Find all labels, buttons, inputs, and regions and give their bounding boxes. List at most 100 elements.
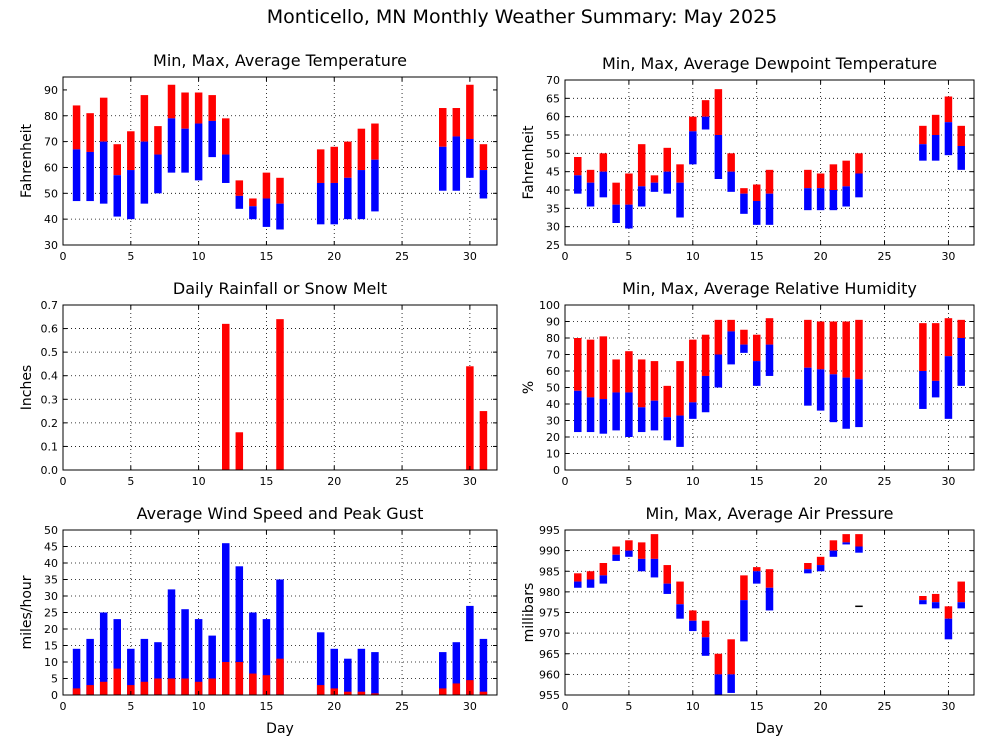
temperature-min-bar-day-9: [181, 128, 189, 173]
temperature-min-bar-day-8: [167, 118, 176, 173]
pressure-min-bar-day-21: [829, 550, 838, 557]
dewpoint-min-bar-day-14: [740, 193, 748, 214]
temperature-max-bar-day-30: [466, 84, 474, 140]
dewpoint-max-bar-day-14: [740, 188, 748, 194]
dewpoint-xtick-label-30: 30: [941, 250, 955, 263]
temperature-ytick-label-70: 70: [44, 136, 58, 149]
temperature-min-bar-day-15: [262, 198, 271, 227]
pressure-chart: Min, Max, Average Air Pressure 0 5 10 15 20 25…: [521, 504, 975, 737]
humidity-min-bar-day-23: [855, 379, 863, 428]
dewpoint-max-bar-day-13: [727, 153, 735, 172]
wind-ytick-label-30: 30: [44, 590, 58, 603]
pressure-min-bar-day-22: [842, 542, 850, 545]
humidity-ytick-label-70: 70: [546, 349, 560, 362]
dewpoint-max-bar-day-12: [714, 89, 723, 135]
humidity-min-bar-day-8: [663, 417, 671, 441]
pressure-min-bar-day-16: [765, 587, 774, 611]
dewpoint-plot-frame: [564, 79, 975, 246]
humidity-min-bar-day-3: [599, 399, 608, 434]
humidity-max-bar-day-12: [714, 319, 723, 355]
dewpoint-min-bar-day-6: [637, 186, 646, 207]
humidity-title: Min, Max, Average Relative Humidity: [622, 279, 917, 298]
temperature-xtick-label-5: 5: [127, 250, 134, 263]
wind-gust-bar-day-6: [140, 638, 149, 695]
pressure-max-bar-day-8: [663, 565, 671, 584]
pressure-max-bar-day-11: [701, 620, 710, 638]
dewpoint-min-bar-day-11: [701, 116, 710, 130]
pressure-xtick-label-20: 20: [814, 700, 828, 713]
wind-gust-bar-day-29: [452, 642, 461, 695]
dewpoint-ytick-label-35: 35: [546, 202, 560, 215]
temperature-max-bar-day-15: [262, 172, 271, 199]
dewpoint-max-bar-day-21: [829, 164, 838, 190]
wind-avg-bar-day-22: [357, 691, 366, 695]
wind-gust-bar-day-20: [330, 648, 338, 695]
pressure-xtick-label-10: 10: [686, 700, 700, 713]
humidity-ytick-label-20: 20: [546, 431, 560, 444]
dewpoint-title: Min, Max, Average Dewpoint Temperature: [602, 54, 937, 73]
humidity-max-bar-day-28: [919, 323, 927, 371]
dewpoint-ytick-label-60: 60: [546, 111, 560, 124]
wind-ytick-label-40: 40: [44, 557, 58, 570]
wind-avg-bar-day-31: [479, 691, 488, 695]
temperature-min-bar-day-4: [113, 175, 121, 217]
temperature-min-bar-day-28: [439, 146, 447, 191]
humidity-max-bar-day-7: [650, 361, 659, 401]
wind-xtick-label-25: 25: [395, 700, 409, 713]
pressure-min-bar-day-6: [637, 558, 646, 572]
wind-gust-bar-day-3: [99, 612, 108, 695]
pressure-min-bar-day-31: [957, 602, 965, 609]
humidity-ytick-label-40: 40: [546, 398, 560, 411]
pressure-min-bar-day-8: [663, 583, 671, 594]
humidity-min-bar-day-13: [727, 331, 735, 365]
dewpoint-min-bar-day-20: [816, 188, 825, 211]
wind-gust-bar-day-22: [357, 648, 366, 695]
pressure-max-bar-day-14: [740, 575, 748, 601]
wind-avg-bar-day-7: [154, 678, 162, 695]
humidity-min-bar-day-4: [612, 392, 620, 431]
temperature-ytick-label-80: 80: [44, 110, 58, 123]
wind-xlabel: Day: [266, 721, 294, 737]
wind-gust-bar-day-12: [222, 543, 230, 695]
temperature-min-bar-day-19: [316, 182, 325, 225]
pressure-min-bar-day-3: [599, 575, 608, 584]
humidity-max-bar-day-23: [855, 319, 863, 380]
pressure-max-bar-day-4: [612, 546, 620, 555]
dewpoint-min-bar-day-22: [842, 186, 850, 207]
wind-gust-bar-day-7: [154, 642, 162, 695]
dewpoint-max-bar-day-20: [816, 173, 825, 189]
wind-gust-bar-day-1: [72, 648, 81, 695]
rainfall-ytick-label-0-7: 0.7: [41, 299, 59, 312]
dewpoint-min-bar-day-5: [625, 204, 633, 229]
rainfall-ytick-label-0-6: 0.6: [41, 323, 59, 336]
temperature-max-bar-day-19: [316, 149, 325, 183]
temperature-max-bar-day-31: [479, 144, 488, 171]
pressure-max-bar-day-13: [727, 639, 735, 675]
dewpoint-xtick-label-25: 25: [878, 250, 892, 263]
dewpoint-ylabel: Fahrenheit: [521, 125, 537, 200]
dewpoint-min-bar-day-29: [931, 135, 940, 161]
humidity-xtick-label-25: 25: [878, 475, 892, 488]
temperature-max-bar-day-16: [276, 177, 284, 204]
humidity-max-bar-day-20: [816, 321, 825, 370]
rainfall-bar-day-31: [479, 411, 488, 470]
pressure-xtick-label-25: 25: [878, 700, 892, 713]
dewpoint-max-bar-day-22: [842, 160, 850, 187]
wind-gust-bar-day-19: [316, 632, 325, 695]
temperature-max-bar-day-8: [167, 84, 176, 119]
temperature-max-bar-day-2: [86, 113, 94, 152]
dewpoint-max-bar-day-19: [804, 169, 812, 189]
wind-avg-bar-day-19: [316, 685, 325, 695]
rainfall-bar-day-12: [222, 323, 230, 470]
wind-gust-bar-day-15: [262, 619, 271, 695]
pressure-max-bar-day-5: [625, 540, 633, 551]
wind-ytick-label-5: 5: [51, 673, 58, 686]
temperature-max-bar-day-5: [127, 131, 135, 171]
humidity-max-bar-day-16: [765, 318, 774, 345]
wind-ytick-label-20: 20: [44, 623, 58, 636]
dewpoint-min-bar-day-12: [714, 135, 723, 179]
humidity-ytick-label-30: 30: [546, 415, 560, 428]
temperature-min-bar-day-6: [140, 141, 149, 204]
humidity-bars: [574, 318, 965, 447]
pressure-min-bar-day-4: [612, 554, 620, 561]
